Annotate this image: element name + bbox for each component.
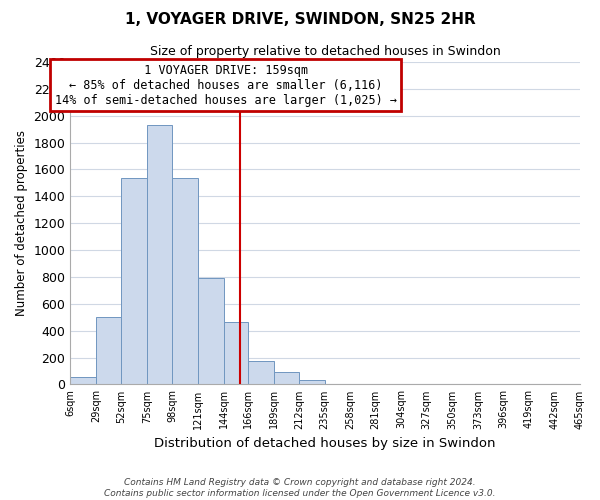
Bar <box>147 125 172 384</box>
Bar <box>96 317 121 384</box>
Bar <box>248 361 274 384</box>
Text: Contains HM Land Registry data © Crown copyright and database right 2024.
Contai: Contains HM Land Registry data © Crown c… <box>104 478 496 498</box>
Bar <box>198 278 224 384</box>
Bar <box>224 322 248 384</box>
Title: Size of property relative to detached houses in Swindon: Size of property relative to detached ho… <box>150 45 500 58</box>
Y-axis label: Number of detached properties: Number of detached properties <box>15 130 28 316</box>
X-axis label: Distribution of detached houses by size in Swindon: Distribution of detached houses by size … <box>154 437 496 450</box>
Bar <box>121 178 147 384</box>
Bar <box>172 178 198 384</box>
Bar <box>274 372 299 384</box>
Bar <box>299 380 325 384</box>
Text: 1, VOYAGER DRIVE, SWINDON, SN25 2HR: 1, VOYAGER DRIVE, SWINDON, SN25 2HR <box>125 12 475 28</box>
Text: 1 VOYAGER DRIVE: 159sqm  
← 85% of detached houses are smaller (6,116)
14% of se: 1 VOYAGER DRIVE: 159sqm ← 85% of detache… <box>55 64 397 106</box>
Bar <box>70 377 96 384</box>
